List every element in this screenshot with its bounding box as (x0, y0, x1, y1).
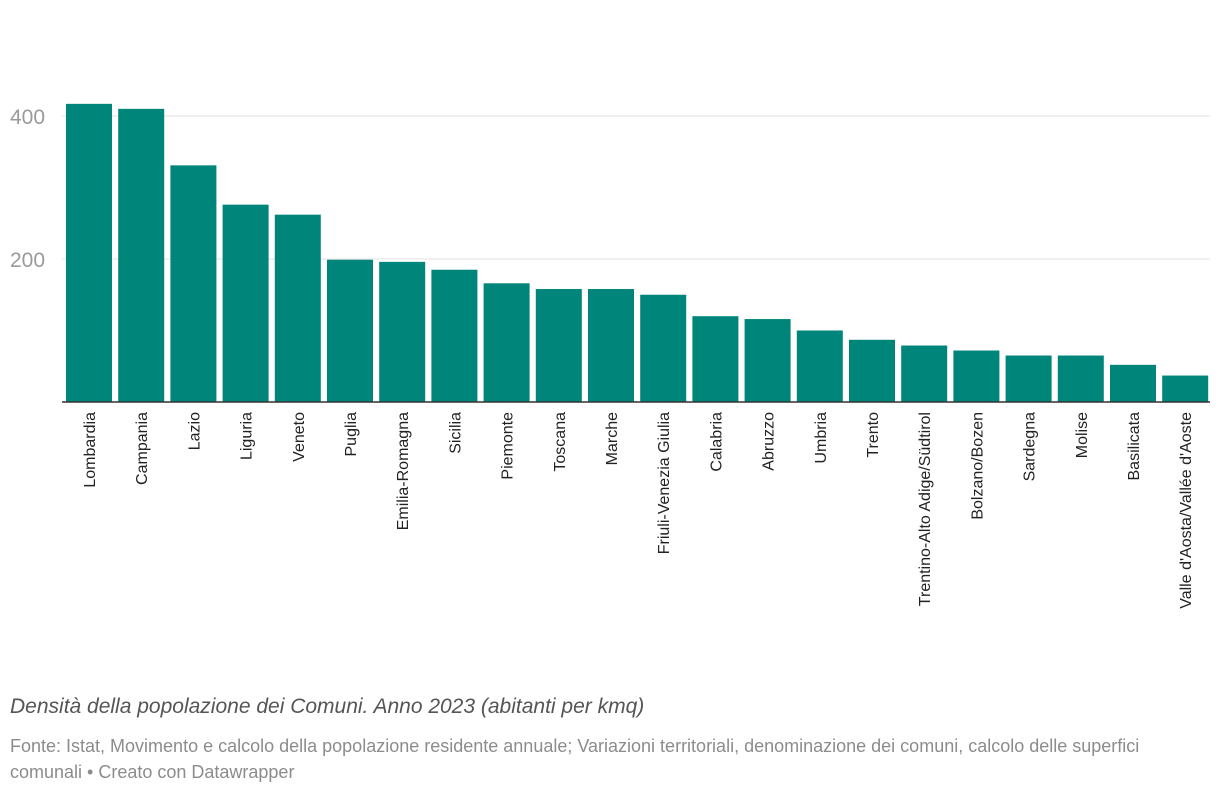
x-tick-label: Abruzzo (761, 412, 778, 471)
bar[interactable] (1162, 375, 1209, 402)
x-tick-label: Molise (1074, 412, 1091, 458)
bar[interactable] (640, 294, 687, 402)
bar[interactable] (849, 339, 895, 402)
x-tick-labels: Lombardia Campania Lazio Liguria Veneto Pugli… (82, 412, 1195, 609)
bar[interactable] (431, 269, 478, 402)
bar[interactable] (1057, 355, 1104, 402)
x-tick-label: Sicilia (447, 412, 464, 454)
bar[interactable] (1110, 364, 1156, 402)
bar[interactable] (66, 103, 112, 402)
bar[interactable] (222, 204, 269, 402)
bar[interactable] (170, 165, 217, 402)
bar[interactable] (483, 283, 530, 402)
bar[interactable] (901, 345, 948, 402)
bar[interactable] (1005, 355, 1052, 402)
x-tick-label: Veneto (291, 412, 308, 462)
x-tick-label: Puglia (343, 412, 360, 457)
bar[interactable] (535, 289, 582, 402)
x-tick-label: Liguria (239, 412, 256, 460)
x-tick-label: Campania (134, 412, 151, 485)
x-tick-label: Valle d'Aosta/Vallée d'Aoste (1178, 412, 1195, 609)
chart-source: Fonte: Istat, Movimento e calcolo della … (10, 736, 1140, 782)
chart-caption: Densità della popolazione dei Comuni. An… (10, 695, 645, 718)
bar-chart: 200 400 Lombardia Campania Lazio Liguria Vene… (10, 103, 1210, 609)
bar[interactable] (692, 316, 739, 402)
bar[interactable] (274, 214, 321, 402)
x-tick-label: Basilicata (1126, 412, 1143, 481)
bar[interactable] (118, 108, 165, 402)
x-tick-label: Sardegna (1022, 412, 1039, 481)
bar[interactable] (744, 319, 791, 402)
y-tick-label: 200 (10, 249, 45, 272)
x-tick-label: Friuli-Venezia Giulia (656, 412, 673, 554)
x-tick-label: Emilia-Romagna (395, 412, 412, 530)
x-tick-label: Piemonte (500, 412, 517, 480)
x-tick-label: Bolzano/Bozen (969, 412, 986, 520)
bar[interactable] (796, 330, 843, 403)
x-tick-label: Umbria (813, 412, 830, 464)
bar[interactable] (379, 261, 426, 402)
x-tick-label: Toscana (552, 412, 569, 472)
x-tick-label: Calabria (708, 412, 725, 472)
x-tick-label: Marche (604, 412, 621, 465)
x-tick-label: Lombardia (82, 412, 99, 488)
bar[interactable] (953, 350, 1000, 402)
bar[interactable] (588, 289, 634, 402)
x-tick-label: Trentino-Alto Adige/Südtirol (917, 412, 934, 606)
bar[interactable] (327, 259, 373, 402)
y-tick-label: 400 (10, 106, 45, 129)
x-tick-label: Trento (865, 412, 882, 458)
bars (66, 103, 1209, 403)
gridlines: 200 400 (10, 106, 1210, 272)
x-tick-label: Lazio (186, 412, 203, 450)
